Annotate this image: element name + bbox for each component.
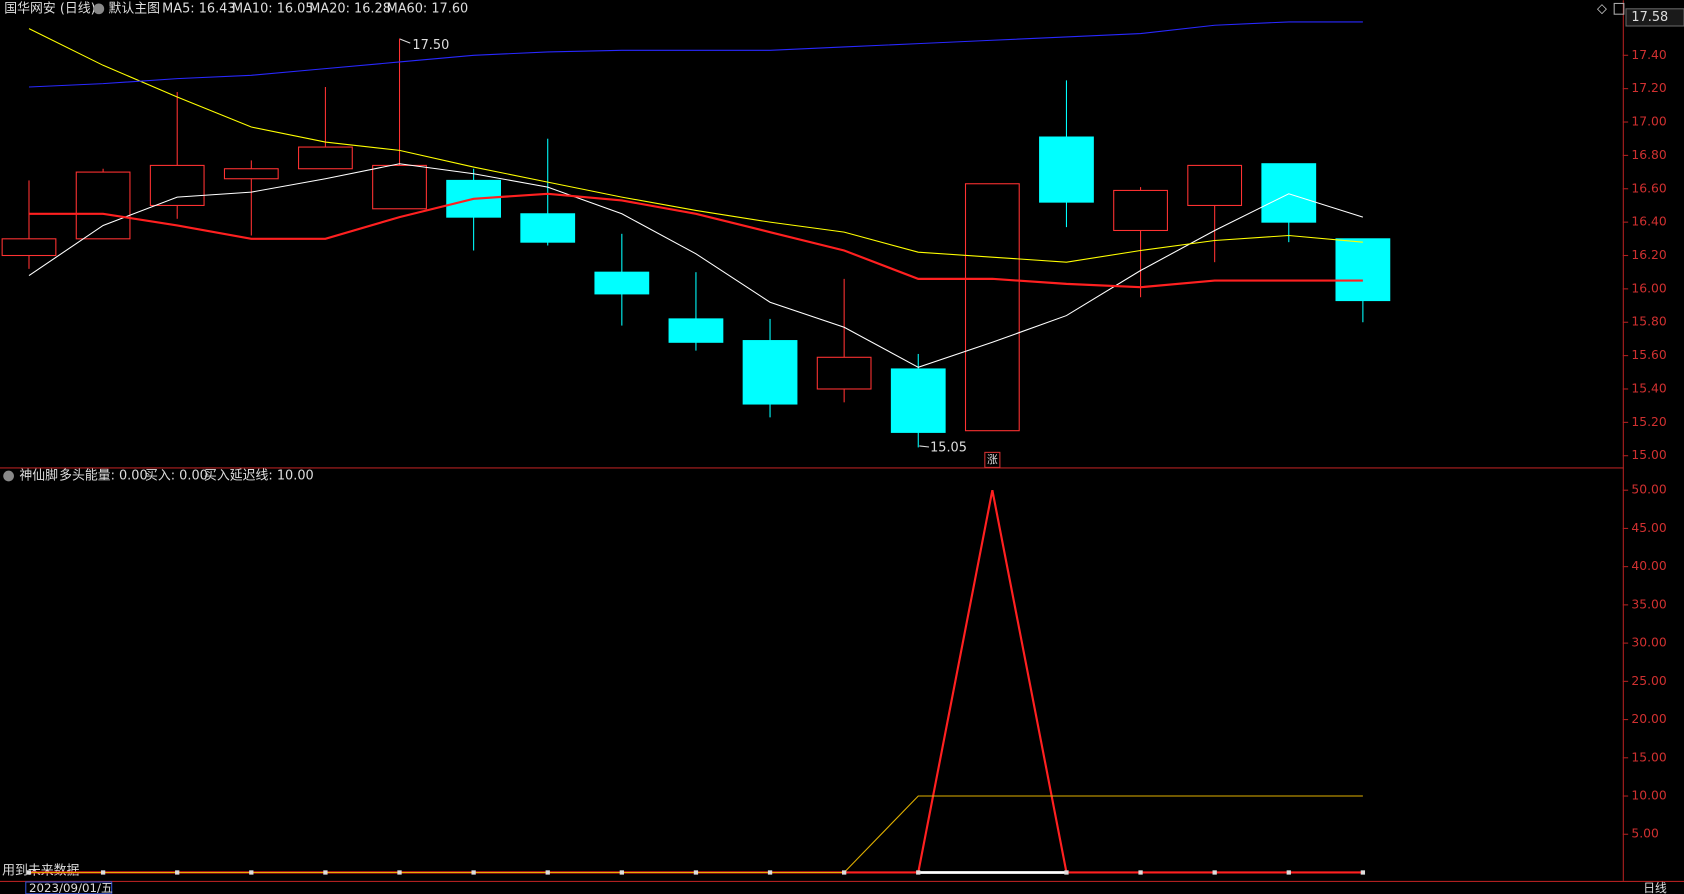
high-annotation: 17.50: [412, 38, 449, 53]
series-line: [28, 192, 1363, 289]
candle-body: [890, 368, 946, 433]
signal-box: [984, 451, 1001, 468]
future-data-note: 用到未来数据: [2, 864, 79, 879]
point-marker: [916, 870, 921, 875]
candle-body: [668, 318, 724, 343]
y-tick-label: 45.00: [1631, 521, 1666, 535]
indicator-title: 神仙脚: [19, 467, 58, 483]
icon[interactable]: ◇: [1597, 1, 1607, 16]
low-annotation: 15.05: [930, 441, 967, 456]
candle-body: [1039, 136, 1094, 203]
menu-icon[interactable]: [3, 470, 14, 482]
y-tick-label: 15.00: [1631, 448, 1666, 462]
candle-body: [75, 171, 131, 240]
y-tick-label: 15.40: [1631, 381, 1666, 395]
series-line: [28, 21, 1363, 88]
legend-entry: 买入延迟线: 10.00: [204, 468, 314, 483]
menu-icon[interactable]: [93, 3, 105, 15]
legend-entry: 多头能量: 0.00: [59, 468, 148, 483]
legend-entry: MA60: 17.60: [387, 1, 469, 16]
y-tick-label: 10.00: [1631, 789, 1666, 803]
point-marker: [471, 870, 476, 875]
legend-entry: MA10: 16.05: [232, 1, 314, 16]
candle-body: [742, 340, 798, 405]
series-line: [28, 28, 1363, 263]
legend-entry: 买入: 0.00: [145, 468, 208, 483]
candle-body: [816, 356, 872, 390]
y-tick-label: 15.80: [1631, 315, 1666, 329]
candle-body: [1113, 189, 1168, 232]
point-marker: [175, 870, 180, 875]
y-tick-label: 25.00: [1631, 674, 1666, 688]
legend-entry: MA5: 16.43: [162, 1, 235, 16]
y-tick-label: 15.20: [1631, 415, 1666, 429]
y-tick-label: 17.00: [1631, 115, 1666, 129]
y-tick-label: 16.00: [1631, 281, 1666, 295]
candle-body: [223, 168, 279, 180]
y-tick-label: 30.00: [1631, 636, 1666, 650]
point-marker: [693, 870, 699, 875]
y-tick-label: 5.00: [1631, 827, 1659, 841]
series-line: [28, 163, 1364, 368]
main-chart-label: 默认主图: [108, 0, 160, 16]
period-label: 日线: [1643, 881, 1667, 894]
y-tick-label: 20.00: [1631, 712, 1666, 726]
y-tick-label: 16.60: [1631, 181, 1666, 195]
y-tick-label: 17.40: [1631, 48, 1666, 62]
candle-body: [372, 164, 427, 210]
y-tick-label: 15.00: [1631, 750, 1666, 764]
candle-body: [149, 164, 205, 206]
y-tick-label: 16.20: [1631, 248, 1666, 262]
signal-annotation: 涨: [987, 453, 998, 466]
point-marker: [1138, 870, 1143, 875]
point-marker: [1286, 870, 1291, 875]
annotation-arrow: [399, 38, 411, 44]
candle-body: [1187, 164, 1243, 206]
y-tick-label: 15.60: [1631, 348, 1666, 362]
annotation-arrow: [919, 445, 930, 448]
point-marker: [397, 870, 402, 875]
point-marker: [767, 870, 773, 875]
y-tick-label: 17.20: [1631, 81, 1666, 95]
date-label: 2023/09/01/五: [29, 881, 113, 894]
candle-body: [594, 271, 650, 295]
point-marker: [619, 870, 624, 875]
legend-entry: MA20: 16.28: [309, 1, 391, 16]
icon[interactable]: [1613, 2, 1625, 15]
point-marker: [842, 870, 847, 875]
point-marker: [26, 870, 32, 875]
point-marker: [323, 870, 328, 875]
y-tick-label: 35.00: [1631, 597, 1666, 611]
y-tick-label: 50.00: [1631, 483, 1666, 497]
price-box: [1625, 8, 1684, 27]
stock-title: 国华网安 (日线): [4, 1, 95, 16]
point-marker: [1360, 870, 1366, 875]
y-tick-label: 16.40: [1631, 215, 1666, 229]
current-price: 17.58: [1631, 10, 1668, 25]
candle-body: [1335, 238, 1391, 302]
point-marker: [249, 870, 254, 875]
candle-body: [964, 183, 1020, 432]
candle-body: [520, 213, 576, 243]
y-tick-label: 16.80: [1631, 148, 1666, 162]
candle-body: [1261, 163, 1317, 223]
candle-body: [1, 238, 57, 257]
point-marker: [545, 870, 550, 875]
point-marker: [1064, 870, 1069, 875]
y-tick-label: 40.00: [1631, 559, 1666, 573]
candle-body: [298, 146, 353, 170]
point-marker: [1212, 870, 1217, 875]
point-marker: [100, 870, 106, 875]
